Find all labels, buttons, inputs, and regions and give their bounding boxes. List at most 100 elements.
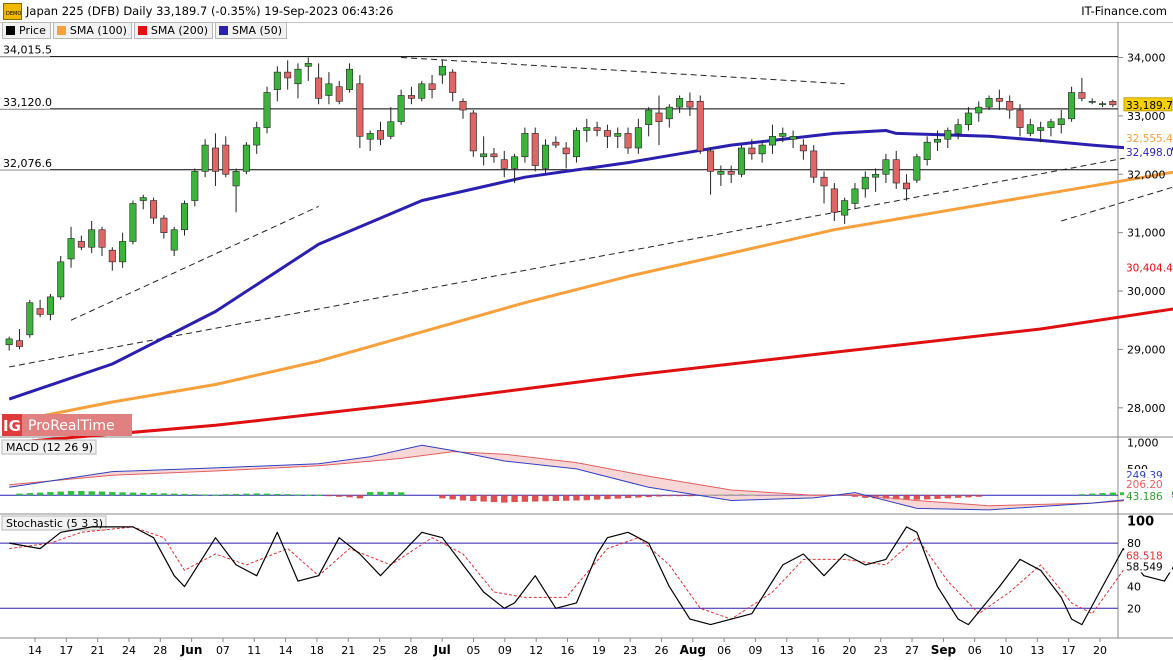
macd-histogram-bar [862, 495, 869, 498]
candle-body [562, 147, 570, 155]
legend-item-sma200[interactable]: SMA (200) [133, 22, 213, 39]
x-tick-label: Jul [433, 643, 451, 657]
price-swatch-icon [6, 26, 15, 35]
macd-histogram-bar [449, 495, 456, 500]
legend-item-price[interactable]: Price [2, 22, 51, 39]
candle-body [655, 112, 663, 123]
macd-signal-line [9, 451, 1173, 507]
candle-body [1109, 101, 1117, 106]
candle-body [325, 83, 333, 96]
y-tick-label: 29,000 [1127, 343, 1166, 356]
candle-body [903, 182, 911, 190]
macd-histogram-bar [212, 494, 219, 496]
trendline [1061, 186, 1173, 222]
macd-histogram-bar [201, 494, 209, 496]
candle-body [284, 71, 292, 79]
horizontal-level-label: 32,076.6 [3, 157, 52, 170]
macd-signal-fill [9, 445, 1173, 510]
candle-body [1047, 121, 1055, 128]
candle-body [738, 147, 746, 175]
macd-histogram-bar [583, 495, 590, 501]
x-tick-label: 12 [529, 644, 543, 657]
y-tick-label: 33,000 [1127, 110, 1166, 123]
macd-histogram-bar [336, 495, 343, 497]
candle-body [170, 229, 178, 251]
candle-body [500, 159, 508, 169]
candle-body [469, 112, 477, 152]
candle-body [521, 133, 529, 158]
x-tick-label: 09 [498, 644, 512, 657]
candle-body [356, 83, 364, 137]
x-tick-label: 14 [28, 644, 42, 657]
candle-body [696, 101, 704, 152]
candle-body [232, 171, 240, 187]
macd-histogram-bar [511, 495, 518, 503]
macd-histogram-bar [686, 495, 694, 497]
macd-histogram-bar [387, 492, 395, 496]
x-tick-label: 19 [592, 644, 606, 657]
candle-body [923, 141, 931, 160]
macd-histogram-bar [88, 491, 95, 496]
candle-body [129, 203, 137, 242]
candle-body [614, 133, 622, 137]
macd-histogram-bar [57, 491, 64, 496]
candle-body [634, 127, 642, 149]
macd-histogram-bar [532, 495, 539, 502]
x-tick-label: 28 [404, 644, 418, 657]
trendline [70, 205, 319, 321]
x-tick-label: 10 [999, 644, 1013, 657]
candle-body [397, 95, 405, 123]
macd-value-tag-bg [1124, 478, 1172, 490]
macd-histogram-bar [593, 495, 601, 500]
sma200-swatch-icon [137, 26, 147, 35]
x-tick-label: 09 [748, 644, 762, 657]
candle-body [304, 63, 312, 67]
candle-body [36, 308, 44, 315]
macd-title: MACD (12 26 9) [6, 441, 93, 454]
candle-body [335, 86, 343, 102]
candle-body [933, 138, 941, 143]
stochastic-value-tag-label: 68.518 [1126, 551, 1163, 563]
legend-item-sma100[interactable]: SMA (100) [52, 22, 132, 39]
candle-body [707, 150, 715, 172]
candle-body [480, 153, 488, 158]
macd-histogram-bar [129, 492, 137, 496]
macd-histogram-bar [274, 493, 281, 496]
legend-item-sma50[interactable]: SMA (50) [215, 22, 288, 39]
brand-label[interactable]: IT-Finance.com [1081, 4, 1167, 18]
macd-histogram-bar [521, 495, 529, 502]
candle-body [789, 136, 797, 140]
x-tick-label: 14 [279, 644, 293, 657]
candle-body [407, 95, 415, 99]
macd-histogram-bar [645, 495, 652, 498]
candle-body [418, 83, 426, 99]
candle-body [191, 171, 199, 201]
candle-body [346, 68, 354, 90]
stochastic-y-tick-label: 20 [1127, 602, 1141, 615]
candle-body [851, 188, 859, 204]
candle-body [119, 241, 127, 263]
macd-histogram-bar [470, 495, 477, 502]
macd-histogram-bar [944, 495, 952, 499]
candle-body [57, 261, 65, 298]
candle-body [511, 156, 519, 169]
macd-panel: MACD (12 26 9) [0, 439, 1173, 511]
candle-body [294, 68, 302, 85]
candle-body [253, 127, 261, 146]
watermark-bg [22, 414, 132, 436]
macd-histogram-bar [439, 495, 446, 499]
candle-body [531, 133, 539, 166]
stochastic-y-tick-label: 100 [1127, 514, 1154, 529]
x-tick-label: 21 [91, 644, 105, 657]
level-label-bg [0, 95, 50, 109]
macd-histogram-bar [666, 495, 673, 497]
candle-body [985, 98, 993, 108]
candle-body [593, 127, 601, 131]
macd-histogram-bar [170, 493, 178, 496]
candle-body [758, 144, 766, 155]
sma100-line [8, 170, 1173, 424]
candle-body [665, 106, 673, 120]
candle-body [717, 171, 725, 175]
y-tick-label: 31,000 [1127, 227, 1166, 240]
